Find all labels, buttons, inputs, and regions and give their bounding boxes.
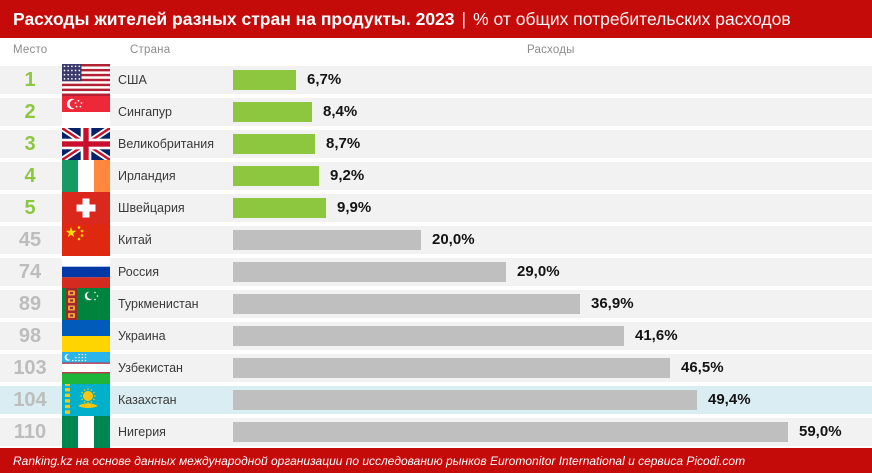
value-bar: [233, 230, 421, 250]
table-row: 89 Туркменистан 36,9%: [0, 288, 872, 320]
value-bar: [233, 422, 788, 442]
rank-value: 89: [18, 293, 42, 315]
table-row: 1 США 6,7%: [0, 64, 872, 96]
value-label: 36,9%: [591, 295, 634, 312]
table-row: 98 Украина 41,6%: [0, 320, 872, 352]
value-bar: [233, 358, 670, 378]
flag-ua-icon: [62, 320, 110, 352]
value-label: 9,9%: [337, 199, 372, 216]
page-subtitle: % от общих потребительских расходов: [473, 8, 791, 29]
value-label: 59,0%: [799, 423, 842, 440]
country-name: США: [118, 73, 147, 87]
table-row: 45 Китай 20,0%: [0, 224, 872, 256]
rank-value: 103: [13, 357, 47, 379]
flag-tm-icon: [62, 288, 110, 320]
rank-value: 104: [13, 389, 47, 411]
table-row: 4 Ирландия 9,2%: [0, 160, 872, 192]
title-separator: |: [461, 8, 467, 29]
header-bar: Расходы жителей разных стран на продукты…: [0, 0, 872, 38]
table-row: 103 Узбекистан 46,5%: [0, 352, 872, 384]
value-label: 41,6%: [635, 327, 678, 344]
value-bar: [233, 198, 326, 218]
rank-value: 45: [18, 229, 42, 251]
country-name: Украина: [118, 329, 166, 343]
table-row: 110 Нигерия 59,0%: [0, 416, 872, 448]
value-label: 8,7%: [326, 135, 361, 152]
page-title: Расходы жителей разных стран на продукты…: [13, 8, 455, 29]
value-label: 46,5%: [681, 359, 724, 376]
table-row: 2 Сингапур 8,4%: [0, 96, 872, 128]
value-label: 49,4%: [708, 391, 751, 408]
value-bar: [233, 134, 315, 154]
column-header-rank: Место: [13, 44, 48, 56]
value-label: 9,2%: [330, 167, 365, 184]
table-row: 5 Швейцария 9,9%: [0, 192, 872, 224]
column-header-country: Страна: [130, 44, 171, 56]
country-name: Казахстан: [118, 393, 177, 407]
country-name: Ирландия: [118, 169, 176, 183]
value-bar: [233, 390, 697, 410]
flag-gb-icon: [62, 128, 110, 160]
rank-value: 4: [24, 165, 36, 187]
rank-value: 74: [18, 261, 42, 283]
column-headers: Место Страна Расходы: [0, 38, 872, 62]
value-bar: [233, 166, 319, 186]
rank-value: 3: [24, 133, 36, 155]
flag-ng-icon: [62, 416, 110, 448]
table-row: 104 Казахстан 49,4%: [0, 384, 872, 416]
flag-uz-icon: [62, 352, 110, 384]
country-name: Сингапур: [118, 105, 172, 119]
rank-value: 1: [24, 69, 36, 91]
flag-ch-icon: [62, 192, 110, 224]
flag-cn-icon: [62, 224, 110, 256]
value-label: 8,4%: [323, 103, 358, 120]
table-row: 74 Россия 29,0%: [0, 256, 872, 288]
country-name: Нигерия: [118, 425, 166, 439]
country-name: Швейцария: [118, 201, 185, 215]
rank-value: 5: [24, 197, 36, 219]
value-bar: [233, 294, 580, 314]
rank-value: 98: [18, 325, 42, 347]
column-header-value: Расходы: [527, 44, 575, 56]
table-row: 3 Великобритания 8,7%: [0, 128, 872, 160]
country-name: Узбекистан: [118, 361, 183, 375]
value-label: 29,0%: [517, 263, 560, 280]
flag-ie-icon: [62, 160, 110, 192]
flag-sg-icon: [62, 96, 110, 128]
flag-us-icon: [62, 64, 110, 96]
country-name: Туркменистан: [118, 297, 199, 311]
flag-ru-icon: [62, 256, 110, 288]
flag-kz-icon: [62, 384, 110, 416]
value-bar: [233, 70, 296, 90]
footer-bar: Ranking.kz на основе данных международно…: [0, 448, 872, 473]
rank-value: 2: [24, 101, 36, 123]
value-label: 20,0%: [432, 231, 475, 248]
country-name: Китай: [118, 233, 152, 247]
source-attribution: Ranking.kz на основе данных международно…: [13, 453, 746, 468]
value-label: 6,7%: [307, 71, 342, 88]
value-bar: [233, 262, 506, 282]
country-name: Россия: [118, 265, 159, 279]
rank-value: 110: [13, 421, 47, 443]
country-name: Великобритания: [118, 137, 214, 151]
value-bar: [233, 326, 624, 346]
value-bar: [233, 102, 312, 122]
